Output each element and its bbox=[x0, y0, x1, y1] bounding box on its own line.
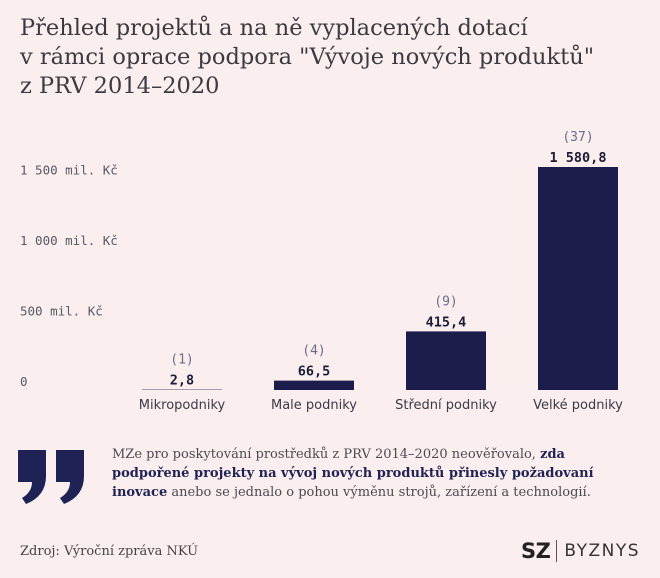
brand-logo: SZ BYZNYS bbox=[521, 539, 640, 563]
bar bbox=[274, 380, 354, 390]
x-category-label: Velké podniky bbox=[533, 398, 623, 413]
count-label: (9) bbox=[434, 294, 457, 309]
y-tick-label: 500 mil. Kč bbox=[20, 303, 103, 318]
x-category-label: Střední podniky bbox=[395, 398, 497, 413]
brand-byznys: BYZNYS bbox=[564, 541, 640, 561]
bar bbox=[406, 331, 486, 390]
value-label: 1 580,8 bbox=[550, 150, 607, 166]
bar-chart: 0 500 mil. Kč 1 000 mil. Kč 1 500 mil. Kč 2,… bbox=[20, 130, 623, 413]
y-tick-label: 1 500 mil. Kč bbox=[20, 162, 118, 177]
source-note: Zdroj: Výroční zpráva NKÚ bbox=[20, 544, 199, 559]
title-line-1: Přehled projektů a na ně vyplacených dot… bbox=[20, 15, 528, 41]
title-line-2: v rámci oprace podpora "Vývoje nových pr… bbox=[20, 44, 595, 70]
x-category-label: Mikropodniky bbox=[139, 398, 226, 413]
count-label: (37) bbox=[562, 130, 593, 145]
count-label: (4) bbox=[302, 344, 325, 359]
title-line-3: z PRV 2014–2020 bbox=[20, 73, 220, 99]
count-label: (1) bbox=[170, 353, 193, 368]
quote-text-before: MZe pro poskytování prostředků z PRV 201… bbox=[112, 447, 541, 462]
chart-title: Přehled projektů a na ně vyplacených dot… bbox=[20, 14, 650, 101]
quote-text-bold: zda podpořené projekty na vývoj nových p… bbox=[112, 447, 594, 500]
quote-text-after: anebo se jednalo o pohou výměnu strojů, … bbox=[167, 485, 591, 500]
value-label: 2,8 bbox=[170, 373, 194, 389]
x-category-label: Male podniky bbox=[271, 398, 357, 413]
y-tick-label: 1 000 mil. Kč bbox=[20, 233, 118, 248]
value-label: 415,4 bbox=[426, 314, 467, 330]
bar bbox=[538, 167, 618, 390]
value-label: 66,5 bbox=[298, 364, 331, 380]
brand-sz: SZ bbox=[520, 539, 551, 563]
y-tick-label: 0 bbox=[20, 374, 28, 389]
brand-divider bbox=[556, 540, 558, 562]
quote-icon bbox=[18, 446, 90, 510]
quote-text: MZe pro poskytování prostředků z PRV 201… bbox=[112, 445, 642, 502]
